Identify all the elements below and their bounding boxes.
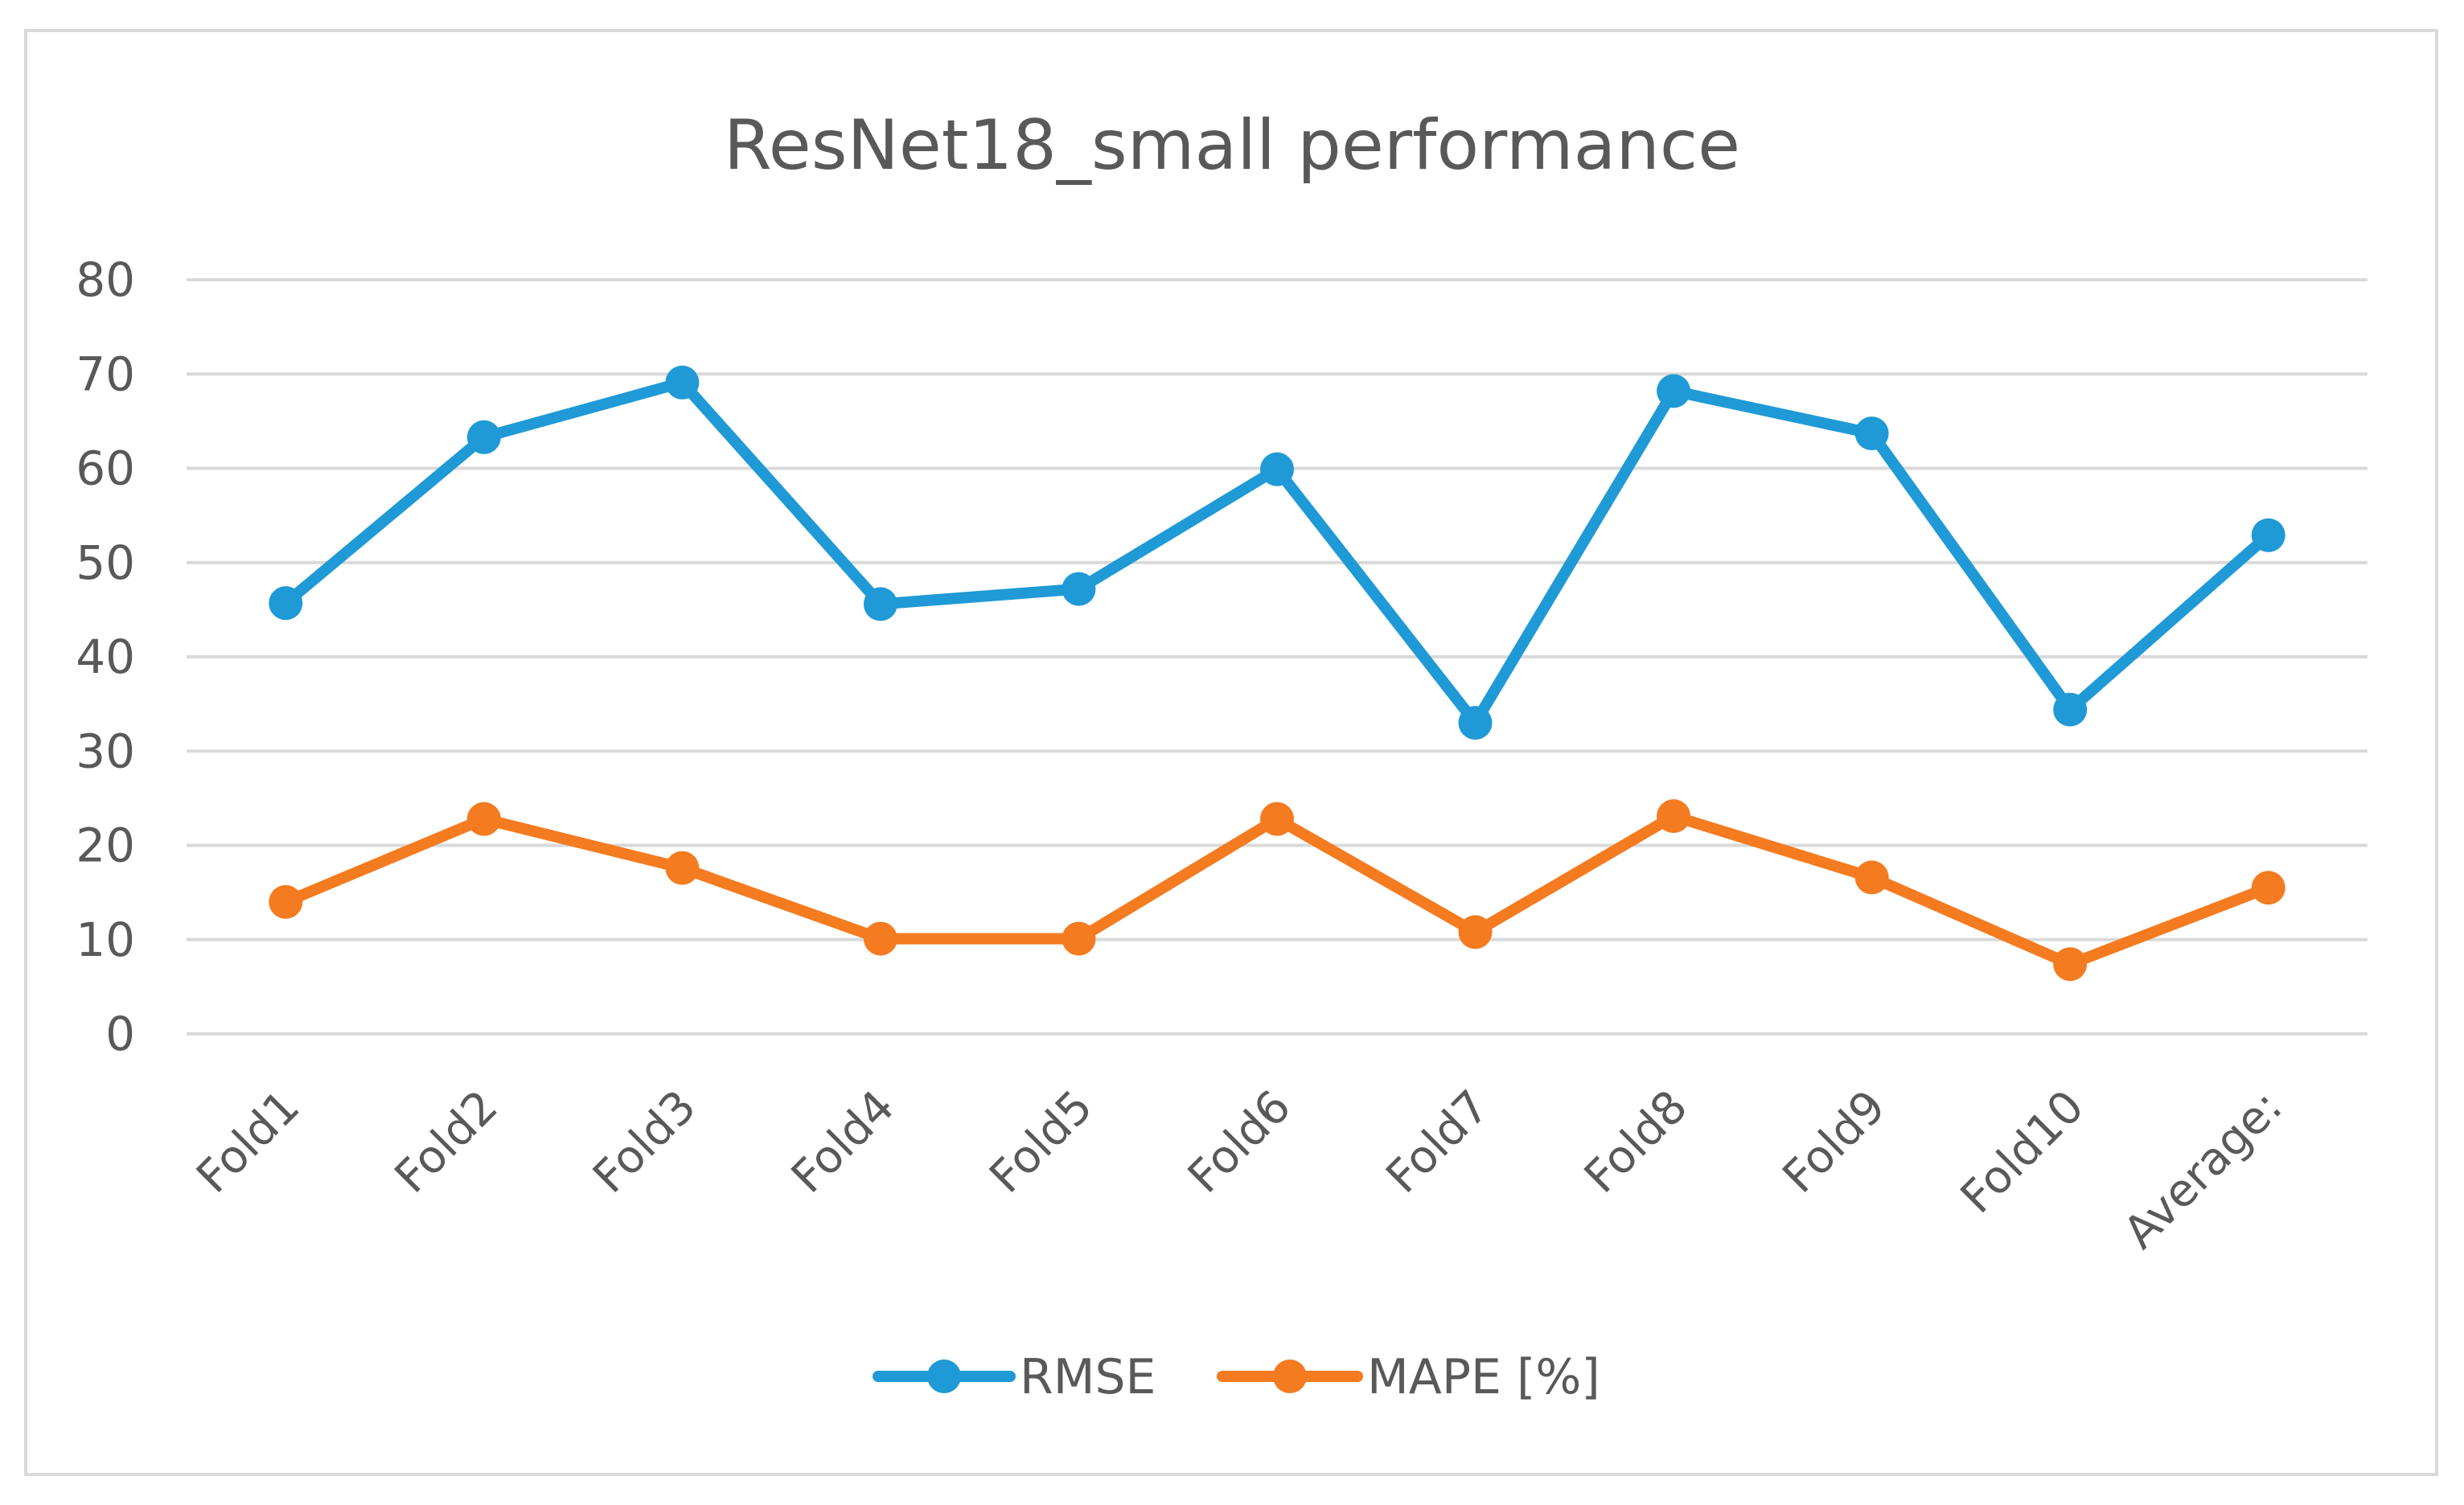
y-tick-label: 40	[76, 629, 135, 684]
x-tick-label: Fold2	[385, 1081, 508, 1204]
data-point	[1657, 799, 1691, 834]
data-point	[466, 802, 501, 836]
data-point	[1062, 572, 1096, 606]
data-point	[863, 921, 897, 956]
chart-title: ResNet18_small performance	[724, 105, 1740, 186]
legend-swatch-marker	[927, 1359, 961, 1393]
y-tick-label: 10	[76, 912, 135, 967]
data-point	[665, 365, 700, 400]
x-tick-label: Fold8	[1575, 1081, 1698, 1204]
legend-swatch-marker	[1273, 1359, 1307, 1393]
series-rmse	[269, 365, 2285, 740]
legend-item: MAPE [%]	[1217, 1349, 1600, 1405]
grid	[187, 278, 2367, 1035]
x-tick-label: Fold6	[1178, 1081, 1301, 1204]
y-tick-label: 50	[76, 535, 135, 590]
x-tick-label: Fold9	[1773, 1081, 1896, 1204]
data-point	[665, 851, 700, 885]
y-axis-ticks: 0 10 20 30 40 50 60 70 80	[76, 252, 135, 1061]
x-axis-ticks: Fold1 Fold2 Fold3 Fold4 Fold5 Fold6 Fold7 Fold8…	[187, 1081, 2292, 1259]
x-tick-label: Fold7	[1377, 1081, 1500, 1204]
data-point	[1458, 915, 1493, 949]
x-tick-label: Average:	[2114, 1081, 2293, 1259]
data-point	[2251, 871, 2285, 905]
series-line	[280, 376, 2274, 729]
data-point	[1062, 921, 1096, 956]
data-point	[466, 420, 501, 454]
y-tick-label: 20	[76, 818, 135, 873]
y-tick-label: 70	[76, 347, 135, 401]
data-point	[1260, 802, 1294, 836]
data-point	[863, 587, 897, 621]
y-tick-label: 60	[76, 441, 135, 496]
data-point	[2053, 692, 2088, 727]
data-point	[1854, 416, 1889, 451]
y-tick-label: 0	[105, 1007, 135, 1061]
data-point	[1458, 706, 1493, 740]
legend-item: RMSE	[873, 1349, 1156, 1405]
data-point	[1854, 860, 1889, 895]
x-tick-label: Fold3	[583, 1081, 706, 1204]
x-tick-label: Fold1	[187, 1081, 310, 1204]
legend: RMSE MAPE [%]	[873, 1349, 1600, 1405]
x-tick-label: Fold5	[979, 1081, 1103, 1204]
data-point	[269, 884, 303, 919]
data-point	[2053, 947, 2088, 982]
x-tick-label: Fold4	[782, 1081, 905, 1204]
data-point	[1260, 452, 1294, 486]
data-point	[1657, 374, 1691, 408]
legend-label: MAPE [%]	[1367, 1349, 1600, 1405]
legend-label: RMSE	[1020, 1349, 1156, 1405]
series	[269, 365, 2285, 982]
y-tick-label: 80	[76, 252, 135, 307]
series-line	[280, 810, 2274, 970]
y-tick-label: 30	[76, 724, 135, 778]
data-point	[2251, 518, 2285, 552]
x-tick-label: Fold10	[1951, 1081, 2094, 1224]
data-point	[269, 586, 303, 621]
series-mape	[269, 799, 2285, 982]
